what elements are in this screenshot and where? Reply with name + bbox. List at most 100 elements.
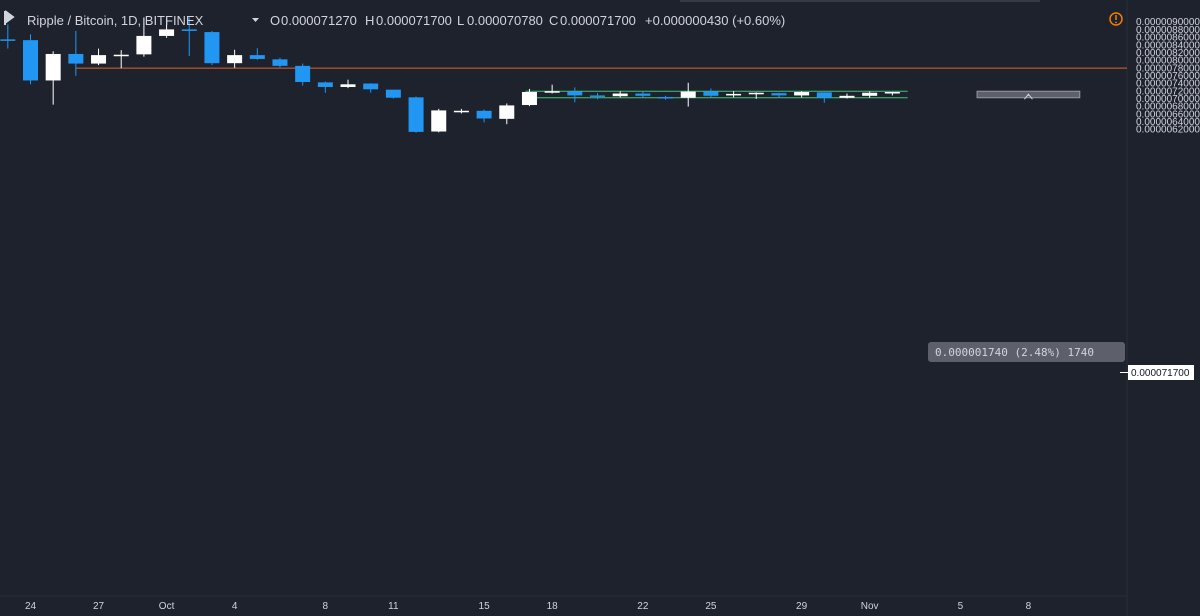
- candle[interactable]: [249, 48, 265, 60]
- x-tick-label: 8: [323, 601, 329, 612]
- candle[interactable]: [0, 24, 16, 49]
- candle[interactable]: [159, 18, 175, 38]
- candle[interactable]: [45, 51, 61, 105]
- alert-icon[interactable]: [1109, 12, 1123, 26]
- ohlc-close-label: C: [549, 13, 558, 28]
- candle[interactable]: [839, 93, 855, 99]
- candle[interactable]: [136, 17, 152, 57]
- candle-body: [680, 91, 696, 98]
- candle[interactable]: [884, 91, 900, 96]
- candle-body: [658, 96, 674, 99]
- candle[interactable]: [295, 63, 311, 86]
- y-tick-label: 0.0000086000: [1136, 33, 1200, 44]
- candle[interactable]: [272, 57, 288, 68]
- candle-body: [816, 92, 832, 98]
- y-tick-label: 0.0000064000: [1136, 117, 1200, 128]
- candle[interactable]: [862, 91, 878, 98]
- candle[interactable]: [499, 103, 515, 125]
- price-tag: 0.000071700: [1120, 365, 1194, 380]
- y-tick-label: 0.0000082000: [1136, 48, 1200, 59]
- ohlc-open-value: 0.000071270: [281, 13, 357, 28]
- candle[interactable]: [408, 96, 424, 133]
- candle-body: [862, 92, 878, 96]
- chevron-down-icon[interactable]: [252, 18, 259, 22]
- symbol-title[interactable]: Ripple / Bitcoin, 1D, BITFINEX: [27, 13, 204, 28]
- ohlc-low-value: 0.000070780: [467, 13, 543, 28]
- candle-body: [204, 32, 220, 64]
- symbol-header[interactable]: Ripple / Bitcoin, 1D, BITFINEX O 0.00007…: [4, 10, 785, 28]
- candle-body: [45, 53, 61, 81]
- candle-body: [249, 55, 265, 59]
- x-tick-label: 29: [796, 601, 808, 612]
- measure-layer: [976, 90, 1081, 100]
- time-axis[interactable]: 24 27 Oct 4 8 11 15 18 22 25 29 Nov 5 8: [25, 601, 1032, 612]
- measure-arrow-head: [1024, 93, 1033, 100]
- ohlc-close-value: 0.000071700: [560, 13, 636, 28]
- candle[interactable]: [521, 88, 537, 107]
- candle-body: [272, 59, 288, 66]
- ohlc-open-label: O: [270, 13, 280, 28]
- price-tag-text: 0.000071700: [1131, 368, 1190, 379]
- candle[interactable]: [567, 87, 583, 103]
- y-tick-label: 0.0000072000: [1136, 86, 1200, 97]
- candle-body: [136, 35, 152, 55]
- ohlc-low-label: L: [457, 13, 464, 28]
- candle[interactable]: [340, 79, 356, 89]
- price-axis[interactable]: 0.00000900000.00000880000.00000860000.00…: [1136, 17, 1200, 135]
- x-tick-label: 8: [1026, 601, 1032, 612]
- candle[interactable]: [363, 83, 379, 93]
- candle[interactable]: [658, 95, 674, 100]
- candle-body: [23, 40, 38, 81]
- measurement-label: 0.000001740 (2.48%) 1740: [928, 342, 1125, 362]
- candle[interactable]: [113, 50, 129, 69]
- candle-body: [385, 89, 401, 98]
- candle[interactable]: [204, 30, 220, 66]
- candle[interactable]: [816, 92, 832, 103]
- candle[interactable]: [680, 82, 696, 107]
- measurement-text: 0.000001740 (2.48%) 1740: [935, 346, 1094, 359]
- candle-body: [794, 91, 810, 96]
- candle[interactable]: [612, 91, 628, 98]
- candle-body: [476, 110, 492, 119]
- candle[interactable]: [590, 93, 605, 100]
- candle-body: [431, 110, 447, 132]
- candle[interactable]: [23, 34, 38, 85]
- x-tick-label: 5: [958, 601, 964, 612]
- candle-body: [884, 91, 900, 94]
- candle[interactable]: [726, 91, 742, 98]
- candle-body: [544, 91, 560, 93]
- y-tick-label: 0.0000088000: [1136, 25, 1200, 36]
- candle-body: [726, 93, 742, 96]
- candle[interactable]: [68, 30, 84, 76]
- candle-body: [363, 83, 379, 90]
- candle[interactable]: [431, 108, 447, 133]
- y-tick-label: 0.0000090000: [1136, 17, 1200, 28]
- x-tick-label: 4: [232, 601, 238, 612]
- candle[interactable]: [227, 49, 243, 68]
- candle[interactable]: [181, 17, 197, 56]
- candle[interactable]: [771, 92, 787, 98]
- candle[interactable]: [476, 109, 492, 123]
- candle[interactable]: [748, 92, 764, 99]
- candle-body: [453, 110, 469, 113]
- candle[interactable]: [385, 89, 401, 99]
- x-tick-label: Nov: [861, 601, 879, 612]
- x-tick-label: 25: [705, 601, 717, 612]
- y-tick-label: 0.0000068000: [1136, 102, 1200, 113]
- candle-body: [612, 93, 628, 97]
- y-tick-label: 0.0000084000: [1136, 40, 1200, 51]
- candle[interactable]: [317, 81, 333, 93]
- candle[interactable]: [544, 84, 560, 94]
- candle[interactable]: [453, 108, 469, 114]
- y-tick-label: 0.0000066000: [1136, 109, 1200, 120]
- x-tick-label: 22: [637, 601, 649, 612]
- candle-body: [317, 82, 333, 87]
- y-tick-label: 0.0000062000: [1136, 125, 1200, 136]
- candle-body: [295, 65, 311, 82]
- candle-body: [0, 39, 16, 41]
- candle[interactable]: [635, 91, 651, 98]
- candle[interactable]: [91, 48, 107, 66]
- candle[interactable]: [794, 91, 810, 98]
- candle[interactable]: [703, 88, 719, 98]
